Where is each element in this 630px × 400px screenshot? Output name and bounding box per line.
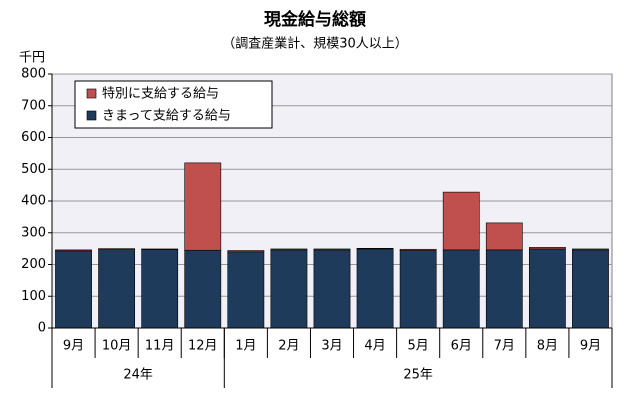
bar-segment [442,249,480,329]
bar-segment [572,248,609,251]
bar-segment [141,248,179,250]
x-tick-label: 8月 [537,339,558,354]
bar-segment [227,250,265,253]
x-tick-label: 10月 [102,339,132,354]
bar-segment [572,249,609,329]
x-tick-label: 4月 [364,339,385,354]
bar-segment [356,248,394,329]
y-tick-label: 0 [38,321,46,336]
x-tick-label: 5月 [408,339,429,354]
x-tick-label: 6月 [451,339,472,354]
y-tick-label: 300 [21,225,46,240]
x-tick-label: 3月 [321,339,342,354]
y-tick-label: 700 [21,98,46,113]
legend-label: きまって支給する給与 [102,109,231,124]
bar-segment [270,248,308,251]
x-tick-label: 11月 [145,339,175,354]
x-tick-label: 9月 [63,339,84,354]
chart-subtitle: （調査産業計、規模30人以上） [222,36,408,52]
y-tick-label: 200 [21,257,46,272]
x-tick-label: 7月 [494,339,515,354]
x-tick-label: 1月 [235,339,256,354]
y-tick-label: 100 [21,289,46,304]
x-tick-label: 9月 [580,339,601,354]
bar-segment [270,249,308,329]
chart-title: 現金給与総額 [264,9,366,30]
legend-label: 特別に支給する給与 [102,87,219,102]
bar-segment [313,248,351,251]
group-label: 25年 [403,368,433,383]
bar-segment [485,222,523,251]
legend-box [74,80,273,129]
bar-segment [399,248,437,251]
group-label: 24年 [123,368,153,383]
bar-segment [141,249,179,329]
bar-segment [485,249,523,329]
legend-swatch [86,110,97,121]
bar-segment [227,251,265,329]
bar-segment [528,248,566,329]
bar-segment [528,247,566,250]
bar-segment [55,249,92,252]
bar-segment [442,191,480,251]
bar-segment [55,250,92,329]
y-tick-label: 800 [21,67,46,82]
bar-segment [313,249,351,329]
bar-segment [98,248,136,250]
x-tick-label: 12月 [188,339,218,354]
y-axis-label: 千円 [19,51,45,66]
legend-swatch [86,88,97,99]
bar-segment [98,249,136,329]
bar-segment [399,250,437,329]
y-tick-label: 400 [21,194,46,209]
y-tick-label: 500 [21,162,46,177]
bar-segment [356,248,394,250]
bar-segment [184,162,222,251]
x-tick-label: 2月 [278,339,299,354]
y-tick-label: 600 [21,130,46,145]
bar-segment [184,249,222,329]
